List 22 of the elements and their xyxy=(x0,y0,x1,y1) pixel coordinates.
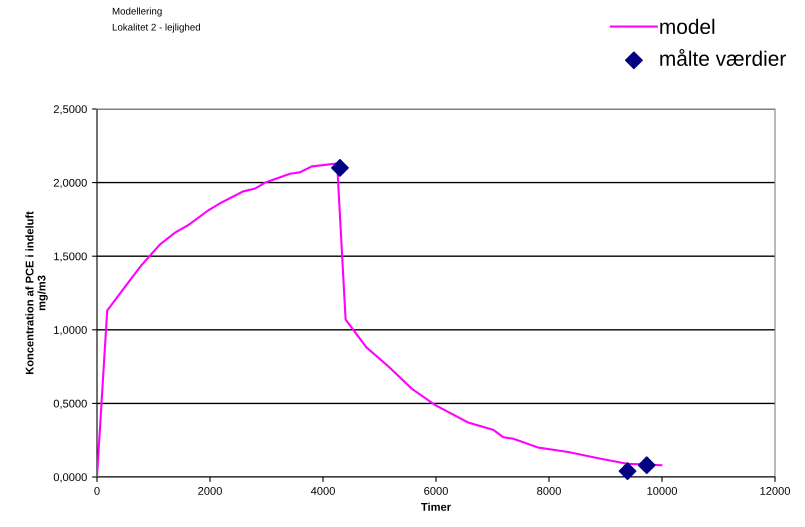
point xyxy=(331,158,349,177)
chart-title: Modellering xyxy=(112,7,162,17)
x-tick-label: 6000 xyxy=(424,487,448,495)
x-tick-label: 12000 xyxy=(760,487,790,495)
chart-subtitle: Lokalitet 2 - lejlighed xyxy=(112,23,200,33)
y-tick-label: 2,5000 xyxy=(54,105,87,114)
legend-label: målte værdier xyxy=(660,48,786,66)
point xyxy=(618,462,636,480)
x-tick-label: 8000 xyxy=(537,487,561,495)
point xyxy=(638,456,656,474)
x-axis-title: Timer xyxy=(421,502,451,511)
y-axis-title: Koncentration af PCE i indeluft mg/m3 xyxy=(25,211,48,374)
y-tick-label: 0,5000 xyxy=(54,400,87,409)
x-tick-label: 10000 xyxy=(647,487,678,495)
y-tick-label: 1,0000 xyxy=(54,326,87,336)
y-tick-label: 0,0000 xyxy=(54,473,87,482)
y-tick-label: 1,5000 xyxy=(54,252,87,262)
y-tick-label: 2,0000 xyxy=(54,178,87,188)
x-tick-label: 2000 xyxy=(198,487,222,495)
x-tick-label: 0 xyxy=(94,487,100,495)
legend-label: model xyxy=(660,18,714,34)
x-tick-label: 4000 xyxy=(310,487,335,495)
